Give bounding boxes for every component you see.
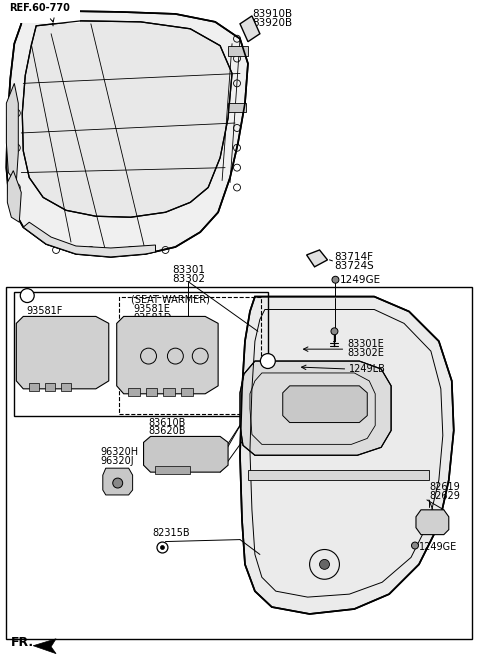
- Polygon shape: [240, 297, 454, 614]
- Text: a: a: [24, 291, 31, 301]
- Bar: [29, 383, 39, 391]
- Text: 1249LB: 1249LB: [349, 364, 386, 374]
- Polygon shape: [23, 222, 156, 257]
- Text: 83920B: 83920B: [252, 18, 292, 28]
- Text: 82619: 82619: [429, 482, 460, 492]
- Polygon shape: [6, 11, 248, 257]
- Text: REF.60-770: REF.60-770: [9, 3, 70, 13]
- Text: 83302E: 83302E: [348, 348, 384, 358]
- Text: 93581D: 93581D: [133, 314, 172, 324]
- Text: 83610B: 83610B: [148, 418, 186, 428]
- Text: 83910B: 83910B: [252, 9, 292, 19]
- Text: 1249GE: 1249GE: [339, 275, 381, 285]
- Bar: [145, 388, 157, 396]
- Text: 96320H: 96320H: [101, 447, 139, 457]
- Text: 82315B: 82315B: [153, 528, 190, 538]
- Bar: [14, 292, 268, 416]
- Polygon shape: [117, 316, 218, 394]
- Circle shape: [331, 328, 338, 335]
- Bar: [164, 388, 175, 396]
- Circle shape: [411, 542, 419, 549]
- Bar: [228, 103, 246, 112]
- Circle shape: [113, 478, 123, 488]
- Polygon shape: [248, 470, 429, 480]
- Polygon shape: [103, 468, 132, 495]
- Polygon shape: [6, 83, 18, 183]
- Circle shape: [332, 276, 339, 283]
- Text: 96320J: 96320J: [101, 456, 134, 466]
- Text: 83714F: 83714F: [335, 252, 373, 262]
- Text: 93581F: 93581F: [26, 306, 62, 316]
- Bar: [119, 297, 261, 414]
- Circle shape: [260, 354, 276, 368]
- Polygon shape: [240, 361, 391, 455]
- Circle shape: [320, 559, 329, 569]
- Text: 83302: 83302: [172, 273, 205, 284]
- Text: (SEAT WARMER): (SEAT WARMER): [131, 295, 209, 304]
- Text: 83301: 83301: [172, 265, 205, 275]
- Bar: [45, 383, 55, 391]
- Text: 93581E: 93581E: [133, 304, 170, 314]
- Text: 83724S: 83724S: [335, 261, 374, 271]
- Polygon shape: [16, 316, 109, 389]
- Polygon shape: [416, 510, 449, 534]
- Polygon shape: [33, 639, 56, 654]
- Bar: [181, 388, 193, 396]
- Text: 83301E: 83301E: [348, 339, 384, 349]
- Polygon shape: [283, 386, 367, 422]
- Circle shape: [160, 546, 165, 550]
- Polygon shape: [240, 16, 260, 42]
- Bar: [156, 466, 190, 474]
- Text: 1249GE: 1249GE: [419, 542, 457, 552]
- Bar: [228, 45, 248, 55]
- Text: 83620B: 83620B: [148, 426, 186, 436]
- Text: FR.: FR.: [12, 636, 35, 649]
- Text: a: a: [264, 356, 271, 366]
- Polygon shape: [7, 171, 21, 222]
- Polygon shape: [307, 250, 327, 267]
- Text: 82629: 82629: [429, 491, 460, 501]
- Circle shape: [20, 289, 34, 302]
- Bar: [6, 287, 472, 639]
- Bar: [128, 388, 140, 396]
- Polygon shape: [22, 21, 232, 217]
- Bar: [61, 383, 71, 391]
- Polygon shape: [144, 436, 228, 472]
